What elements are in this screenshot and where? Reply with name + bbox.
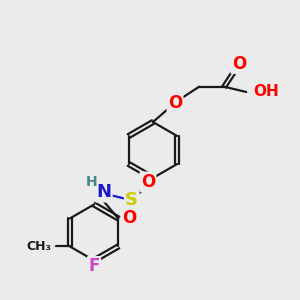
Text: OH: OH [253,85,278,100]
Text: N: N [96,183,111,201]
Text: O: O [122,209,136,227]
Text: O: O [168,94,182,112]
Text: CH₃: CH₃ [26,240,51,253]
Text: O: O [232,55,246,73]
Text: H: H [85,176,97,189]
Text: F: F [88,257,100,275]
Text: S: S [125,191,138,209]
Text: O: O [141,173,155,191]
